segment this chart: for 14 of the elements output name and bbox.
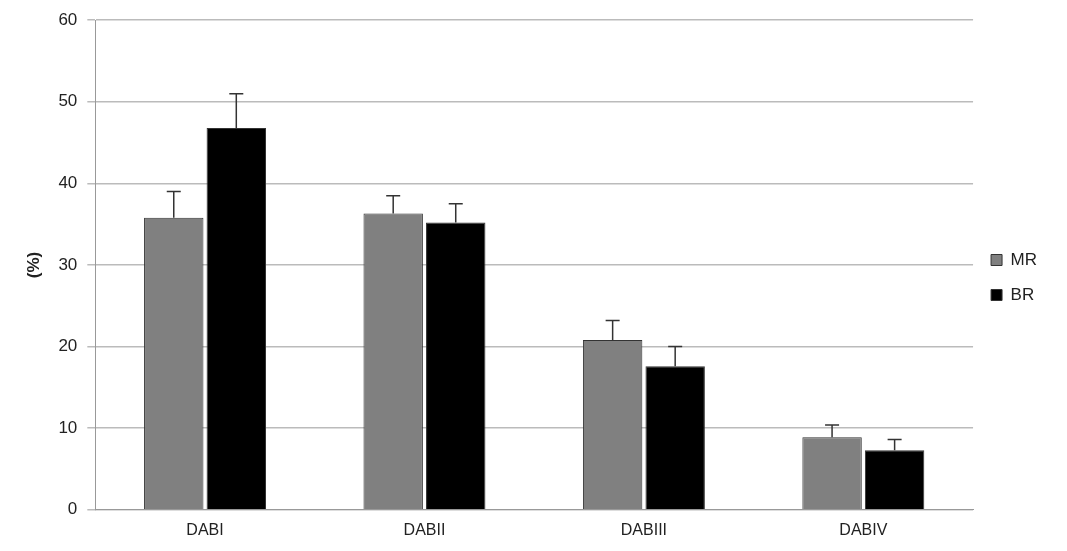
y-tick-label: 30 <box>58 254 78 274</box>
x-tick-label: DABIV <box>839 520 888 538</box>
legend-label: BR <box>1010 284 1035 304</box>
y-tick-label: 50 <box>58 91 78 111</box>
y-tick-label: 10 <box>58 417 78 437</box>
y-tick-label: 40 <box>58 173 78 193</box>
x-tick-label: DABII <box>403 520 446 538</box>
legend-label: MR <box>1010 249 1038 269</box>
y-tick-label: 0 <box>67 499 78 519</box>
y-tick-label: 60 <box>58 9 78 29</box>
x-tick-label: DABI <box>186 520 224 538</box>
y-tick-label: 20 <box>58 336 78 356</box>
x-tick-label: DABIII <box>620 520 668 538</box>
y-axis-title: (%) <box>23 251 43 279</box>
